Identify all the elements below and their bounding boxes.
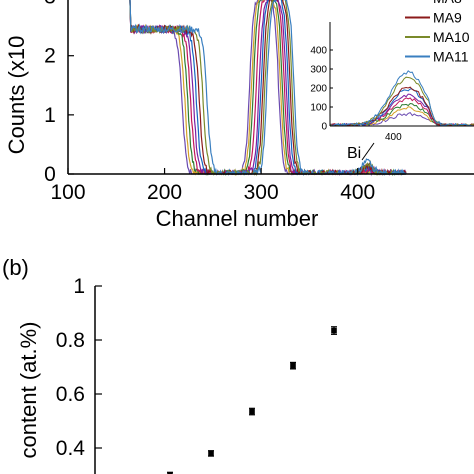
panel-a-inset: 0 100 200 300 400: [310, 22, 474, 133]
panel-a-y-tick-label: 1: [44, 104, 56, 127]
panel-a-x-tick-label: 300: [244, 181, 279, 204]
panel-a-inset-y-tick-label: 400: [310, 46, 327, 57]
panel-a-inset-line: [329, 70, 474, 126]
panel-a-inset-y-tick-label: 100: [310, 103, 327, 114]
panel-a-y-tick-label: 3: [44, 0, 56, 9]
panel-a-legend-label: MA11: [433, 49, 469, 65]
panel-b-axes: 1 0.8 0.6 0.4: [56, 275, 102, 474]
panel-b-ylabel: content (at.%): [16, 322, 41, 459]
panel-a-inset-y-tick-label: 300: [310, 65, 327, 76]
panel-a-inset-y-tick-label: 0: [321, 122, 327, 133]
panel-b-y-tick-label: 0.6: [56, 383, 85, 406]
panel-a-xlabel: Channel number: [156, 206, 319, 231]
panel-a-ylabel: Counts (x10: [4, 36, 29, 155]
panel-a-x-tick-label: 400: [340, 181, 375, 204]
panel-a-legend-label: MA8: [433, 0, 462, 6]
panel-a-legend-label: MA10: [433, 29, 470, 45]
panel-b-y-tick-label: 0.4: [56, 437, 86, 460]
panel-b-point: [167, 472, 173, 474]
panel-b-points: [167, 326, 337, 474]
panel-b-point: [331, 327, 337, 334]
panel-b-y-tick-label: 0.8: [56, 329, 85, 352]
panel-b-tag: (b): [2, 255, 29, 280]
panel-b-y-tick-label: 1: [73, 275, 85, 298]
panel-a-legend-label: MA9: [433, 10, 462, 26]
panel-a-annotation-bi: Bi: [347, 145, 361, 162]
panel-a-annotation-arrow: [361, 142, 375, 161]
panel-a-annotation-value: 400: [385, 132, 402, 143]
panel-b-point: [290, 362, 296, 369]
panel-a-x-tick-label: 200: [147, 181, 182, 204]
panel-a-axes: 100 200 300 400 0 1 2 3: [44, 0, 474, 204]
panel-a-x-tick-label: 100: [50, 181, 85, 204]
panel-a: Counts (x10 100 200 300 400 0 1 2 3 Channel num…: [4, 0, 474, 231]
panel-b-point: [249, 408, 255, 415]
panel-b: (b) content (at.%) 1 0.8 0.6 0.4: [2, 255, 337, 474]
panel-a-y-tick-label: 0: [44, 163, 56, 186]
panel-a-inset-y-tick-label: 200: [310, 84, 327, 95]
panel-a-legend: MA8 MA9 MA10 MA11: [405, 0, 470, 65]
panel-b-point: [208, 450, 214, 457]
panel-a-y-tick-label: 2: [44, 45, 56, 68]
